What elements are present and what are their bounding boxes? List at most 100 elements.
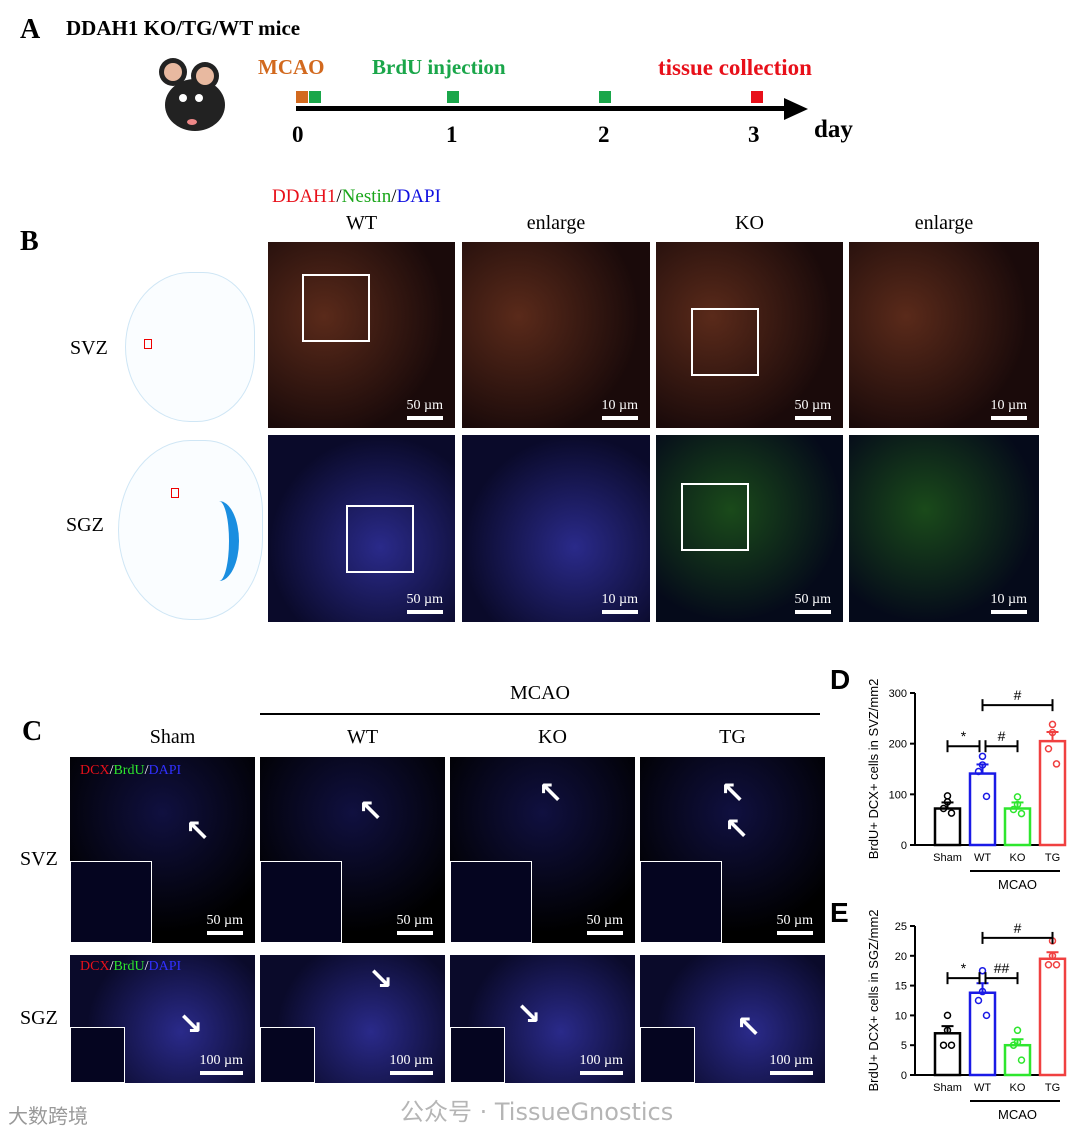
sig-mark: ## <box>994 960 1010 976</box>
micrograph-sgz-ko-enlarge: 10 µm <box>849 435 1039 622</box>
chart-e: E 0 5 10 15 20 25 BrdU+ DCX+ cells in SGZ/mm2 Sh… <box>830 900 1067 1122</box>
micrograph-c-sgz-tg: ↖ 100 µm <box>640 955 825 1083</box>
y-tick-label: 0 <box>901 840 907 852</box>
col-wt: WT <box>346 726 379 748</box>
y-axis-label: BrdU+ DCX+ cells in SGZ/mm2 <box>866 909 881 1091</box>
data-point <box>978 761 987 769</box>
data-point <box>1017 809 1026 818</box>
brain-atlas-svz <box>125 272 255 422</box>
data-point <box>1009 1041 1018 1049</box>
data-point <box>982 792 991 801</box>
bar-sham <box>933 807 962 847</box>
mcao-marker <box>296 91 308 103</box>
y-tick-label: 0 <box>901 1070 907 1082</box>
arrow-icon: ↖ <box>724 812 750 847</box>
bar-wt <box>968 991 997 1077</box>
stain-sep: / <box>391 186 397 207</box>
group-label: MCAO <box>998 877 1037 892</box>
data-point <box>1044 744 1053 753</box>
sig-mark: * <box>961 960 967 976</box>
x-tick-label: Sham <box>933 852 962 864</box>
data-point <box>1048 952 1057 960</box>
y-tick-label: 10 <box>895 1010 907 1022</box>
data-point <box>943 1026 952 1035</box>
data-point <box>1013 1026 1022 1035</box>
brdu-label: BrdU injection <box>372 55 506 79</box>
x-tick-label: Sham <box>933 1082 962 1094</box>
tick-1: 1 <box>446 122 458 147</box>
col-enlarge: enlarge <box>526 212 586 234</box>
panel-b-label: B <box>20 226 39 257</box>
stain-ddah1: DDAH1 <box>272 186 337 207</box>
tissue-label: tissue collection <box>658 55 812 80</box>
arrow-icon: ↖ <box>720 776 746 811</box>
panel-c-label: C <box>22 716 43 747</box>
data-point <box>943 798 952 806</box>
bar-wt <box>968 772 997 847</box>
brdu-marker <box>309 91 321 103</box>
y-tick-label: 100 <box>889 789 907 801</box>
panel-label: E <box>830 900 849 928</box>
x-tick-label: KO <box>1010 1082 1026 1094</box>
data-point <box>947 809 956 817</box>
arrow-icon: ↖ <box>538 776 564 811</box>
stain-legend: DDAH1/Nestin/DAPI <box>272 186 441 208</box>
micrograph-c-svz-sham: DCX/BrdU/DAPI ↖ 50 µm <box>70 757 255 943</box>
panel-a-label: A <box>20 14 41 45</box>
data-point <box>978 752 987 761</box>
x-tick-label: WT <box>974 1082 991 1094</box>
brdu-marker <box>599 91 611 103</box>
chart-d: D 0 100 200 300 BrdU+ DCX+ cells in SVZ/mm2 Sh… <box>830 664 1067 892</box>
watermark-right: 公众号 · TissueGnostics <box>400 1098 674 1126</box>
arrow-icon: ↖ <box>358 794 384 829</box>
micrograph-svz-wt: 50 µm <box>268 242 455 428</box>
micrograph-svz-ko: 50 µm <box>656 242 843 428</box>
data-point <box>1048 720 1057 729</box>
data-point <box>1052 760 1061 768</box>
mcao-group-label: MCAO <box>509 682 570 704</box>
watermark-left: 大数跨境 <box>8 1104 88 1128</box>
col-ko: KO <box>538 726 567 748</box>
sig-mark: # <box>998 728 1006 744</box>
col-sham: Sham <box>149 726 196 748</box>
mouse-icon <box>159 58 225 131</box>
sig-mark: # <box>1014 920 1022 936</box>
data-point <box>974 767 983 776</box>
x-tick-label: TG <box>1045 852 1060 864</box>
data-point <box>1009 805 1018 814</box>
data-point <box>978 966 987 975</box>
arrow-icon: ↖ <box>736 1010 762 1045</box>
x-tick-label: WT <box>974 852 991 864</box>
data-point <box>939 804 948 813</box>
col-tg: TG <box>719 726 746 748</box>
sig-mark: * <box>961 728 967 744</box>
bar-sham <box>933 1032 962 1077</box>
micrograph-c-svz-tg: ↖ ↖ 50 µm <box>640 757 825 943</box>
micrograph-c-sgz-sham: DCX/BrdU/DAPI ↘ 100 µm <box>70 955 255 1083</box>
day-label: day <box>814 116 853 143</box>
micrograph-sgz-wt: 50 µm <box>268 435 455 622</box>
bar-tg <box>1038 957 1067 1077</box>
micrograph-sgz-wt-enlarge: 10 µm <box>462 435 650 622</box>
tick-2: 2 <box>598 122 610 147</box>
bar-tg <box>1038 739 1067 847</box>
col-wt: WT <box>345 212 378 234</box>
tick-0: 0 <box>292 122 304 147</box>
micrograph-c-sgz-ko: ↘ 100 µm <box>450 955 635 1083</box>
micrograph-c-svz-ko: ↖ 50 µm <box>450 757 635 943</box>
tick-3: 3 <box>748 122 760 147</box>
sig-mark: # <box>1014 687 1022 703</box>
data-point <box>943 1011 952 1020</box>
row-svz: SVZ <box>70 337 108 359</box>
mcao-label: MCAO <box>258 55 325 79</box>
micrograph-svz-ko-enlarge: 10 µm <box>849 242 1039 428</box>
y-axis-label: BrdU+ DCX+ cells in SVZ/mm2 <box>866 679 881 860</box>
data-point <box>947 1041 956 1049</box>
row-svz: SVZ <box>20 848 58 870</box>
y-tick-label: 200 <box>889 739 907 751</box>
data-point <box>1017 1056 1026 1064</box>
data-point <box>1048 728 1057 737</box>
stain-dapi: DAPI <box>396 186 441 207</box>
col-enlarge: enlarge <box>914 212 974 234</box>
y-tick-label: 15 <box>895 981 907 993</box>
